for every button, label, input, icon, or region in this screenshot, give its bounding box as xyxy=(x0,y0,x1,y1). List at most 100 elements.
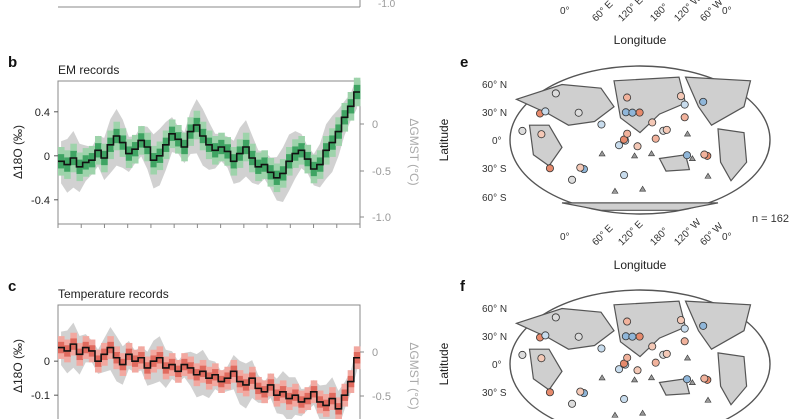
y-tick-label: 0 xyxy=(44,151,50,163)
panel-b: b EM records 0.4 0 -0.4 0 -0.5 -1.0 Δ18O (‰)… xyxy=(8,54,421,228)
panel-c-ylabel-right: ΔGMST (°C) xyxy=(407,342,421,409)
top-partial-panel: -1.0 xyxy=(58,0,396,10)
record-site-marker xyxy=(576,163,585,172)
marine-site-marker xyxy=(688,155,696,162)
e-lat-30n: 30° N xyxy=(482,108,507,119)
record-site-marker xyxy=(597,120,606,129)
record-site-marker xyxy=(620,171,629,180)
record-site-marker xyxy=(568,399,577,408)
landmass xyxy=(613,76,687,134)
panel-e-letter: e xyxy=(460,54,468,71)
record-site-marker xyxy=(545,388,554,397)
panel-c-right-axis: 0 -0.5 xyxy=(360,347,391,403)
top-map-lon-labels: 0° 60° E 120° E 180° 120° W 60° W 0° Lon… xyxy=(560,0,732,47)
record-site-marker xyxy=(700,150,709,159)
marine-site-marker xyxy=(647,374,656,381)
record-site-marker xyxy=(680,324,689,333)
record-site-marker xyxy=(621,108,630,117)
panel-e-lat-label: Latitude xyxy=(437,118,451,161)
record-site-marker xyxy=(537,354,546,363)
panel-b-title: EM records xyxy=(58,63,119,77)
panel-f-letter: f xyxy=(460,278,466,295)
top-lon-tick-2: 120° E xyxy=(616,0,645,24)
record-site-marker xyxy=(541,331,550,340)
series-line xyxy=(58,91,360,179)
e-lat-0: 0° xyxy=(492,136,502,147)
marine-site-marker xyxy=(631,376,639,383)
e-lon-0: 0° xyxy=(560,232,570,243)
record-site-marker xyxy=(662,125,671,134)
record-site-marker xyxy=(680,337,689,346)
e-lat-30s: 30° S xyxy=(482,164,507,175)
record-site-marker xyxy=(623,129,632,138)
landmass xyxy=(613,300,687,358)
record-site-marker xyxy=(568,175,577,184)
marine-site-marker xyxy=(611,187,619,194)
record-site-marker xyxy=(623,317,632,326)
panel-c: c Temperature records -0.1 0 0 -0.5 Δ18O (… xyxy=(8,278,421,419)
y-right-tick-label: -1.0 xyxy=(372,212,391,224)
panel-b-plot-area xyxy=(57,77,361,228)
landmass xyxy=(658,378,691,396)
panel-c-letter: c xyxy=(8,278,16,295)
panel-f-lat-label: Latitude xyxy=(437,342,451,385)
e-lat-60n: 60° N xyxy=(482,80,507,91)
top-lon-axis-label: Longitude xyxy=(614,33,667,47)
record-site-marker xyxy=(648,118,657,127)
record-site-marker xyxy=(621,332,630,341)
landmass xyxy=(514,307,615,350)
top-partial-tick: -1.0 xyxy=(378,0,396,10)
top-lon-tick-4: 120° W xyxy=(672,0,703,24)
record-site-marker xyxy=(683,151,692,160)
landmass xyxy=(717,128,748,182)
record-site-marker xyxy=(635,108,644,117)
panel-e-n-label: n = 162 xyxy=(752,213,789,225)
panel-b-right-axis: 0 -0.5 -1.0 xyxy=(360,119,391,224)
y-tick-label: -0.4 xyxy=(31,195,50,207)
e-lon-0b: 0° xyxy=(722,232,732,243)
f-lat-30n: 30° N xyxy=(482,332,507,343)
record-site-marker xyxy=(651,358,660,367)
panel-e-lon-label: Longitude xyxy=(614,258,667,272)
y-tick-label: 0 xyxy=(44,356,50,368)
e-lon-60e: 60° E xyxy=(590,223,615,248)
y-right-tick-label: 0 xyxy=(372,347,378,359)
panel-f: f Latitude 60° N 30° N 0° 30° S xyxy=(437,278,771,419)
y-right-tick-label: -0.5 xyxy=(372,391,391,403)
record-site-marker xyxy=(537,130,546,139)
record-site-marker xyxy=(633,142,642,151)
marine-site-marker xyxy=(611,411,619,418)
record-site-marker xyxy=(628,332,637,341)
panel-e-lat-ticks: 60° N 30° N 0° 30° S 60° S xyxy=(482,80,507,204)
panel-c-title: Temperature records xyxy=(58,287,169,301)
panel-b-left-axis: 0.4 0 -0.4 xyxy=(31,107,58,207)
marine-site-marker xyxy=(683,130,692,137)
y-tick-label: -0.1 xyxy=(31,390,50,402)
record-site-marker xyxy=(700,374,709,383)
record-site-marker xyxy=(518,350,527,359)
record-site-marker xyxy=(574,332,583,341)
e-lat-60s: 60° S xyxy=(482,193,507,204)
record-site-marker xyxy=(518,126,527,135)
record-site-marker xyxy=(576,387,585,396)
panel-e: e n = 162 Latitude 60° N 30° N 0° 30° S … xyxy=(437,54,789,272)
marine-site-marker xyxy=(683,354,692,361)
y-tick-label: 0.4 xyxy=(35,107,50,119)
y-right-tick-label: -0.5 xyxy=(372,166,391,178)
record-site-marker xyxy=(615,365,624,374)
top-lon-tick-1: 60° E xyxy=(590,0,615,24)
top-lon-tick-3: 180° xyxy=(648,2,670,24)
marine-site-marker xyxy=(704,396,712,403)
panel-c-ylabel: Δ18O (‰) xyxy=(11,339,25,393)
panel-b-ylabel: Δ18O (‰) xyxy=(11,125,25,179)
record-site-marker xyxy=(648,342,657,351)
record-site-marker xyxy=(597,344,606,353)
marine-site-marker xyxy=(688,379,696,386)
top-lon-tick-6: 0° xyxy=(722,6,732,17)
panel-b-letter: b xyxy=(8,54,17,71)
landmass xyxy=(658,154,691,172)
record-site-marker xyxy=(651,134,660,143)
record-site-marker xyxy=(633,366,642,375)
marine-site-marker xyxy=(598,150,606,157)
